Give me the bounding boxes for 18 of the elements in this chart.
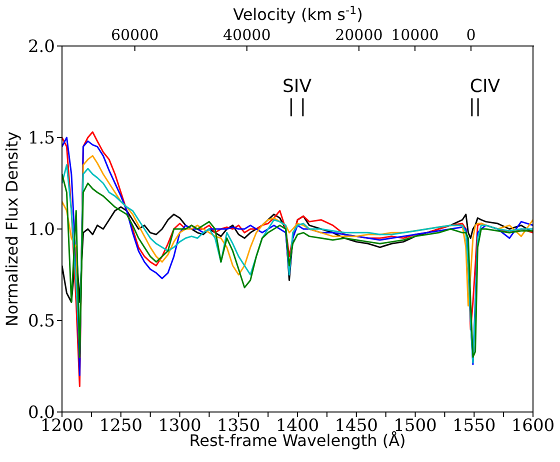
annotation: | | [288,96,306,117]
annotation: CIV [470,76,501,97]
x2-tick-label: 0 [466,26,476,44]
x2-tick-label: 10000 [391,26,439,44]
annotation: || [468,96,482,117]
x-tick-label: 1250 [99,416,143,436]
y-tick-label: 1.0 [28,220,55,240]
x-tick-label: 1600 [511,416,555,436]
y-axis-title: Normalized Flux Density [2,132,22,326]
y-tick-label: 1.5 [28,128,55,149]
y-tick-label: 2.0 [28,37,55,58]
y-tick-label: 0.5 [28,312,55,332]
x2-tick-label: 20000 [335,26,383,44]
x2-tick-label: 60000 [110,26,159,44]
x2-tick-label: 40000 [223,26,271,44]
x2-axis-title: Velocity (km s$^{-1}$) [233,4,363,24]
x-tick-label: 1550 [452,416,496,436]
annotation: SIV [282,76,312,97]
